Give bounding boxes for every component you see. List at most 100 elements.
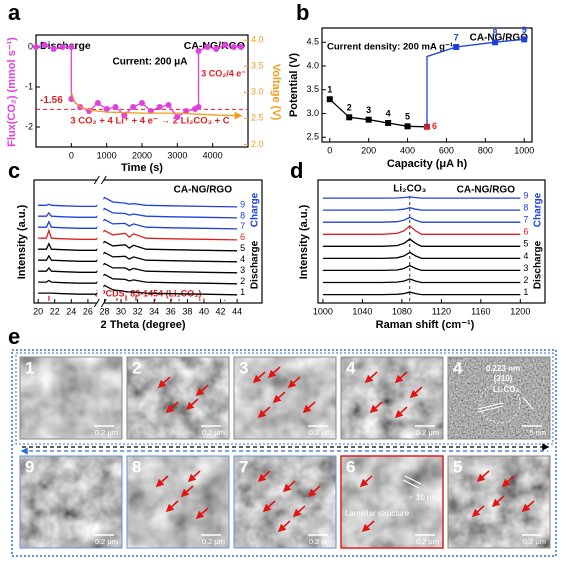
series-line bbox=[38, 196, 238, 208]
annotation: (310) bbox=[494, 374, 513, 383]
series-label: 2 bbox=[523, 275, 528, 285]
data-point bbox=[50, 46, 57, 52]
red-arrow bbox=[471, 505, 485, 518]
x-tick-label: 1040 bbox=[352, 306, 372, 316]
image-label: 9 bbox=[25, 457, 34, 476]
scale-label: 0.2 μm bbox=[309, 428, 332, 437]
data-point bbox=[326, 96, 333, 103]
micrograph: 7 0.2 μm bbox=[233, 455, 337, 549]
x-axis-label: Capacity (μA h) bbox=[387, 158, 468, 170]
micrograph: 4 0.2 μm bbox=[340, 356, 444, 440]
annotation: CA-NG/RGO bbox=[457, 185, 516, 196]
red-arrow bbox=[359, 475, 373, 488]
series-line bbox=[322, 224, 521, 235]
x-tick-label: 600 bbox=[439, 145, 454, 155]
series-label: 2 bbox=[240, 276, 245, 286]
series-line bbox=[38, 207, 238, 219]
panel-frame bbox=[11, 349, 557, 557]
red-arrow bbox=[394, 371, 408, 384]
x-tick-label: 800 bbox=[478, 145, 493, 155]
x-tick-label: 0 bbox=[327, 145, 332, 155]
x-tick-label: 3000 bbox=[167, 150, 187, 160]
axis-break bbox=[93, 298, 100, 308]
scale-label: 0.2 μm bbox=[523, 537, 546, 546]
x-tick-label: 40 bbox=[199, 306, 209, 316]
image-label: 5 bbox=[453, 457, 462, 476]
image-label: 6 bbox=[346, 457, 355, 476]
scale-label: 0.2 μm bbox=[202, 537, 225, 546]
y2-tick-label: 2.0 bbox=[251, 139, 264, 149]
red-arrow bbox=[257, 470, 271, 483]
series-label: 5 bbox=[523, 239, 528, 249]
red-arrow bbox=[307, 485, 321, 498]
series-label: 9 bbox=[523, 190, 528, 200]
scale-label: 0.2 μm bbox=[95, 537, 118, 546]
annotation: CA-NG/RGO bbox=[174, 185, 233, 196]
data-point bbox=[103, 106, 110, 112]
x-tick-label: 24 bbox=[66, 306, 76, 316]
red-arrow bbox=[267, 366, 281, 379]
x-tick-label: 200 bbox=[361, 145, 376, 155]
data-point bbox=[41, 42, 48, 48]
image-label: 4 bbox=[346, 358, 356, 377]
panel-label: d bbox=[290, 158, 303, 183]
red-arrow bbox=[364, 371, 378, 384]
micrograph-border bbox=[233, 455, 337, 549]
image-label: 4 bbox=[453, 358, 463, 377]
scale-label: 0.2 μm bbox=[416, 428, 439, 437]
red-arrow bbox=[282, 480, 296, 493]
image-label: 7 bbox=[239, 457, 248, 476]
data-point bbox=[174, 114, 181, 120]
red-arrow bbox=[157, 376, 171, 389]
x-tick-label: 2000 bbox=[132, 150, 152, 160]
point-label: 5 bbox=[405, 112, 410, 122]
x-axis-label: Time (s) bbox=[121, 162, 163, 174]
data-point bbox=[230, 44, 237, 50]
data-point bbox=[521, 36, 528, 43]
series-line bbox=[322, 196, 521, 199]
y-tick-label: -2 bbox=[25, 121, 33, 131]
thickness-marker bbox=[404, 475, 422, 485]
y2-tick-label: 2.5 bbox=[251, 113, 264, 123]
annotation: 3 CO₂/4 e⁻ bbox=[201, 68, 246, 78]
group-label: Charge bbox=[250, 192, 261, 227]
x-axis-label: Raman shift (cm⁻¹) bbox=[376, 319, 475, 331]
x-tick-label: 34 bbox=[149, 306, 159, 316]
series-line bbox=[322, 278, 521, 284]
data-point bbox=[222, 42, 229, 48]
point-label: 6 bbox=[432, 121, 437, 131]
image-label: 3 bbox=[239, 358, 248, 377]
annotation: Current density: 200 mA g⁻¹ bbox=[327, 42, 453, 53]
data-point bbox=[130, 104, 137, 110]
red-arrow bbox=[185, 398, 199, 411]
data-point bbox=[404, 123, 411, 130]
red-arrow bbox=[521, 500, 535, 513]
y-axis-label: Potential (V) bbox=[288, 53, 300, 118]
micrograph: 8 0.2 μm bbox=[126, 455, 230, 549]
lattice-fringe bbox=[477, 405, 504, 413]
red-arrow bbox=[252, 371, 266, 384]
point-label: 3 bbox=[366, 105, 371, 115]
group-label: Discharge bbox=[533, 240, 544, 289]
panel-label: b bbox=[296, 0, 309, 25]
series-label: 7 bbox=[240, 221, 245, 231]
red-arrow bbox=[195, 384, 209, 397]
data-point bbox=[165, 102, 172, 108]
series-label: 8 bbox=[240, 210, 245, 220]
red-arrow bbox=[257, 406, 271, 419]
series-line bbox=[322, 238, 521, 247]
data-point bbox=[365, 116, 372, 123]
x-tick-label: 1200 bbox=[510, 306, 530, 316]
series-line bbox=[70, 92, 243, 120]
y-tick-label: 0 bbox=[28, 41, 33, 51]
annotation: Li₂CO₃ bbox=[493, 385, 520, 394]
red-arrow bbox=[491, 495, 505, 508]
data-point bbox=[385, 120, 392, 126]
micrograph-border bbox=[447, 356, 551, 440]
y-tick-label: -1 bbox=[25, 81, 33, 91]
lattice-fringe bbox=[477, 402, 504, 410]
point-label: 7 bbox=[454, 32, 459, 42]
red-arrow bbox=[361, 520, 375, 533]
micrograph-image bbox=[341, 456, 443, 548]
